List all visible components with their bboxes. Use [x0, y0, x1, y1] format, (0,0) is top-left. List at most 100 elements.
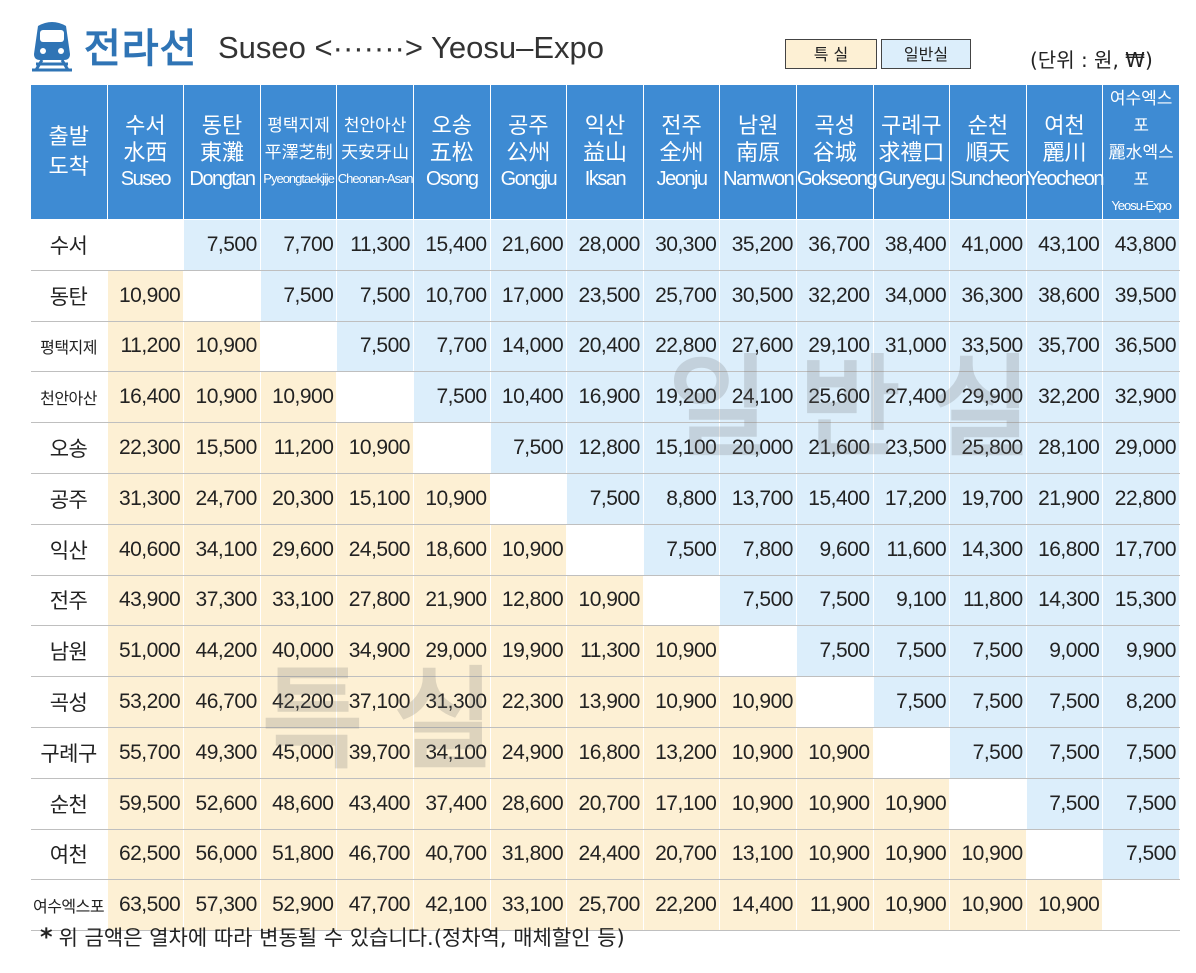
- standard-fare-cell: 7,500: [949, 676, 1027, 728]
- empty-cell: [489, 472, 568, 525]
- standard-fare-cell: 15,400: [412, 219, 491, 271]
- destination-ko-name: 순천: [967, 113, 1009, 138]
- first-class-fare-cell: 31,300: [106, 472, 185, 525]
- standard-fare-cell: 20,000: [719, 422, 797, 474]
- first-class-fare-cell: 10,900: [1025, 879, 1104, 932]
- first-class-fare-cell: 13,900: [566, 676, 644, 728]
- first-class-fare-cell: 18,600: [412, 523, 491, 576]
- standard-fare-cell: 39,500: [1102, 269, 1180, 322]
- standard-fare-cell: 7,800: [719, 523, 797, 576]
- standard-fare-cell: 12,800: [566, 422, 644, 474]
- origin-station-label: 익산: [30, 523, 108, 576]
- standard-fare-cell: 7,500: [412, 371, 491, 424]
- standard-fare-cell: 15,100: [642, 422, 721, 474]
- standard-fare-cell: 15,400: [795, 472, 874, 525]
- standard-fare-cell: 14,300: [949, 523, 1027, 576]
- standard-fare-cell: 7,500: [336, 269, 414, 322]
- standard-fare-cell: 9,900: [1102, 625, 1180, 678]
- standard-fare-cell: 24,100: [719, 371, 797, 424]
- empty-cell: [259, 320, 338, 373]
- first-class-fare-cell: 12,800: [489, 574, 568, 627]
- destination-header: 남원 南原 Namwon: [719, 84, 797, 220]
- first-class-fare-cell: 34,100: [183, 523, 261, 576]
- destination-ko-name: 곡성: [814, 113, 855, 138]
- line-title: 전라선: [84, 26, 198, 72]
- first-class-fare-cell: 24,700: [183, 472, 261, 525]
- standard-fare-cell: 22,800: [642, 320, 721, 373]
- corner-destination-label: 도착: [48, 154, 90, 179]
- origin-station-label: 순천: [30, 777, 108, 830]
- standard-fare-cell: 7,500: [1025, 726, 1104, 779]
- first-class-fare-cell: 33,100: [489, 879, 568, 932]
- standard-fare-cell: 7,500: [872, 625, 951, 678]
- origin-station-label: 오송: [30, 422, 108, 474]
- standard-fare-cell: 38,400: [872, 219, 951, 271]
- standard-fare-cell: 25,700: [642, 269, 721, 322]
- first-class-fare-cell: 20,700: [566, 777, 644, 830]
- empty-cell: [106, 219, 185, 271]
- standard-fare-cell: 38,600: [1025, 269, 1104, 322]
- destination-ko-name: 남원: [737, 113, 779, 138]
- first-class-fare-cell: 53,200: [106, 676, 185, 728]
- standard-fare-cell: 29,000: [1102, 422, 1180, 474]
- destination-en-name: Pyeongtaekjije: [263, 171, 335, 186]
- first-class-fare-cell: 10,900: [412, 472, 491, 525]
- standard-fare-cell: 36,300: [949, 269, 1027, 322]
- first-class-fare-cell: 27,800: [336, 574, 414, 627]
- first-class-fare-cell: 17,100: [642, 777, 721, 830]
- first-class-fare-cell: 52,600: [183, 777, 261, 830]
- standard-fare-cell: 33,500: [949, 320, 1027, 373]
- destination-ko-name: 천안아산: [343, 116, 407, 135]
- first-class-fare-cell: 24,400: [566, 828, 644, 881]
- empty-cell: [183, 269, 261, 322]
- empty-cell: [949, 777, 1027, 830]
- first-class-fare-cell: 19,900: [489, 625, 568, 678]
- destination-hanja-name: 公州: [506, 140, 551, 165]
- standard-fare-cell: 35,200: [719, 219, 797, 271]
- destination-en-name: Yeosu-Expo: [1111, 198, 1172, 213]
- first-class-fare-cell: 62,500: [106, 828, 185, 881]
- standard-fare-cell: 28,000: [566, 219, 644, 271]
- table-row: 여천 62,500 56,000 51,800 46,700 40,700 31,800 24…: [30, 828, 1180, 881]
- first-class-fare-cell: 37,400: [412, 777, 491, 830]
- destination-en-name: Suseo: [120, 168, 172, 190]
- standard-fare-cell: 7,500: [1102, 828, 1180, 881]
- origin-station-label: 여천: [30, 828, 108, 881]
- first-class-fare-cell: 10,900: [259, 371, 338, 424]
- standard-fare-cell: 7,500: [949, 726, 1027, 779]
- empty-cell: [412, 422, 491, 474]
- destination-en-name: Gokseong: [796, 168, 878, 190]
- standard-fare-cell: 7,500: [642, 523, 721, 576]
- origin-station-label: 천안아산: [30, 371, 108, 424]
- first-class-fare-cell: 29,600: [259, 523, 338, 576]
- destination-header: 공주 公州 Gongju: [489, 84, 568, 220]
- origin-station-label: 곡성: [30, 676, 108, 728]
- origin-station-label: 공주: [30, 472, 108, 525]
- standard-fare-cell: 9,000: [1025, 625, 1104, 678]
- standard-fare-cell: 7,500: [872, 676, 951, 728]
- destination-ko-name: 여천: [1044, 113, 1085, 138]
- table-row: 곡성 53,200 46,700 42,200 37,100 31,300 22,300 13…: [30, 676, 1180, 728]
- origin-station-label: 전주: [30, 574, 108, 627]
- first-class-fare-cell: 45,000: [259, 726, 338, 779]
- standard-fare-cell: 9,100: [872, 574, 951, 627]
- fare-body: 수서 7,500 7,700 11,300 15,400 21,600 28,000 30,3…: [30, 219, 1180, 932]
- first-class-fare-cell: 10,900: [872, 777, 951, 830]
- empty-cell: [719, 625, 797, 678]
- standard-fare-cell: 13,700: [719, 472, 797, 525]
- standard-fare-cell: 19,700: [949, 472, 1027, 525]
- first-class-fare-cell: 20,300: [259, 472, 338, 525]
- destination-hanja-name: 五松: [429, 140, 474, 165]
- destination-hanja-name: 天安牙山: [341, 143, 410, 162]
- first-class-fare-cell: 39,700: [336, 726, 414, 779]
- standard-fare-cell: 11,800: [949, 574, 1027, 627]
- standard-fare-cell: 7,700: [412, 320, 491, 373]
- destination-header: 구례구 求禮口 Guryegu: [872, 84, 951, 220]
- destination-hanja-name: 南原: [736, 140, 781, 165]
- first-class-fare-cell: 10,900: [719, 726, 797, 779]
- destination-en-name: Namwon: [723, 168, 794, 190]
- standard-fare-cell: 7,500: [183, 219, 261, 271]
- first-class-fare-cell: 15,100: [336, 472, 414, 525]
- destination-header: 곡성 谷城 Gokseong: [795, 84, 878, 220]
- first-class-fare-cell: 37,100: [336, 676, 414, 728]
